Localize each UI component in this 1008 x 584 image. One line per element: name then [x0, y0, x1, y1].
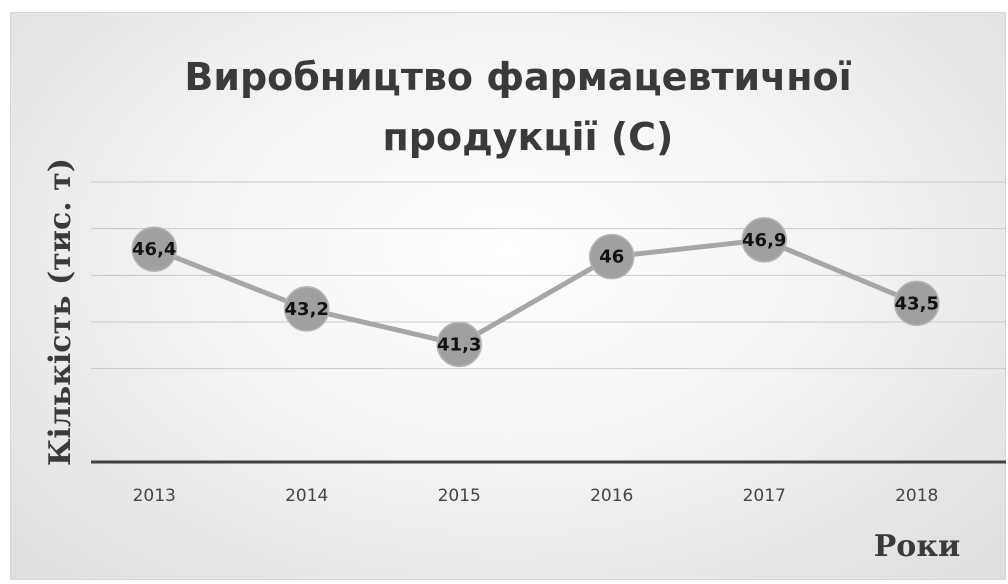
- x-tick-label: 2014: [285, 486, 328, 506]
- series-line: [153, 237, 918, 347]
- data-label: 46: [599, 247, 624, 268]
- data-point-marker: [894, 280, 940, 327]
- data-label: 43,5: [895, 293, 939, 314]
- x-axis-label: Роки: [874, 529, 960, 564]
- x-tick-label: 2017: [743, 486, 786, 506]
- data-point-marker: [741, 217, 787, 263]
- x-tick-label: 2013: [133, 486, 176, 506]
- chart-title-line-1: Виробництво фармацевтичної: [184, 55, 851, 99]
- data-label: 46,4: [132, 239, 176, 260]
- gridlines: [91, 181, 1006, 370]
- data-points: 46,4 43,2 41,3 46 46,9 43,5: [131, 217, 940, 368]
- data-label: 43,2: [285, 299, 329, 320]
- data-label: 41,3: [437, 334, 481, 355]
- chart-title-line-2: продукції (С): [383, 115, 674, 159]
- data-label: 46,9: [742, 230, 786, 251]
- data-point-marker: [284, 286, 330, 332]
- x-tick-label: 2018: [895, 486, 938, 506]
- x-tick-label: 2015: [438, 486, 481, 506]
- x-tick-label: 2016: [590, 486, 633, 506]
- data-point-marker: [436, 321, 482, 368]
- data-point-marker: [131, 226, 177, 272]
- y-axis-label: Кількість (тис. т): [43, 158, 78, 466]
- data-point-marker: [589, 233, 635, 280]
- x-tick-labels: 2013 2014 2015 2016 2017 2018: [133, 486, 939, 506]
- chart-frame: [10, 12, 1006, 580]
